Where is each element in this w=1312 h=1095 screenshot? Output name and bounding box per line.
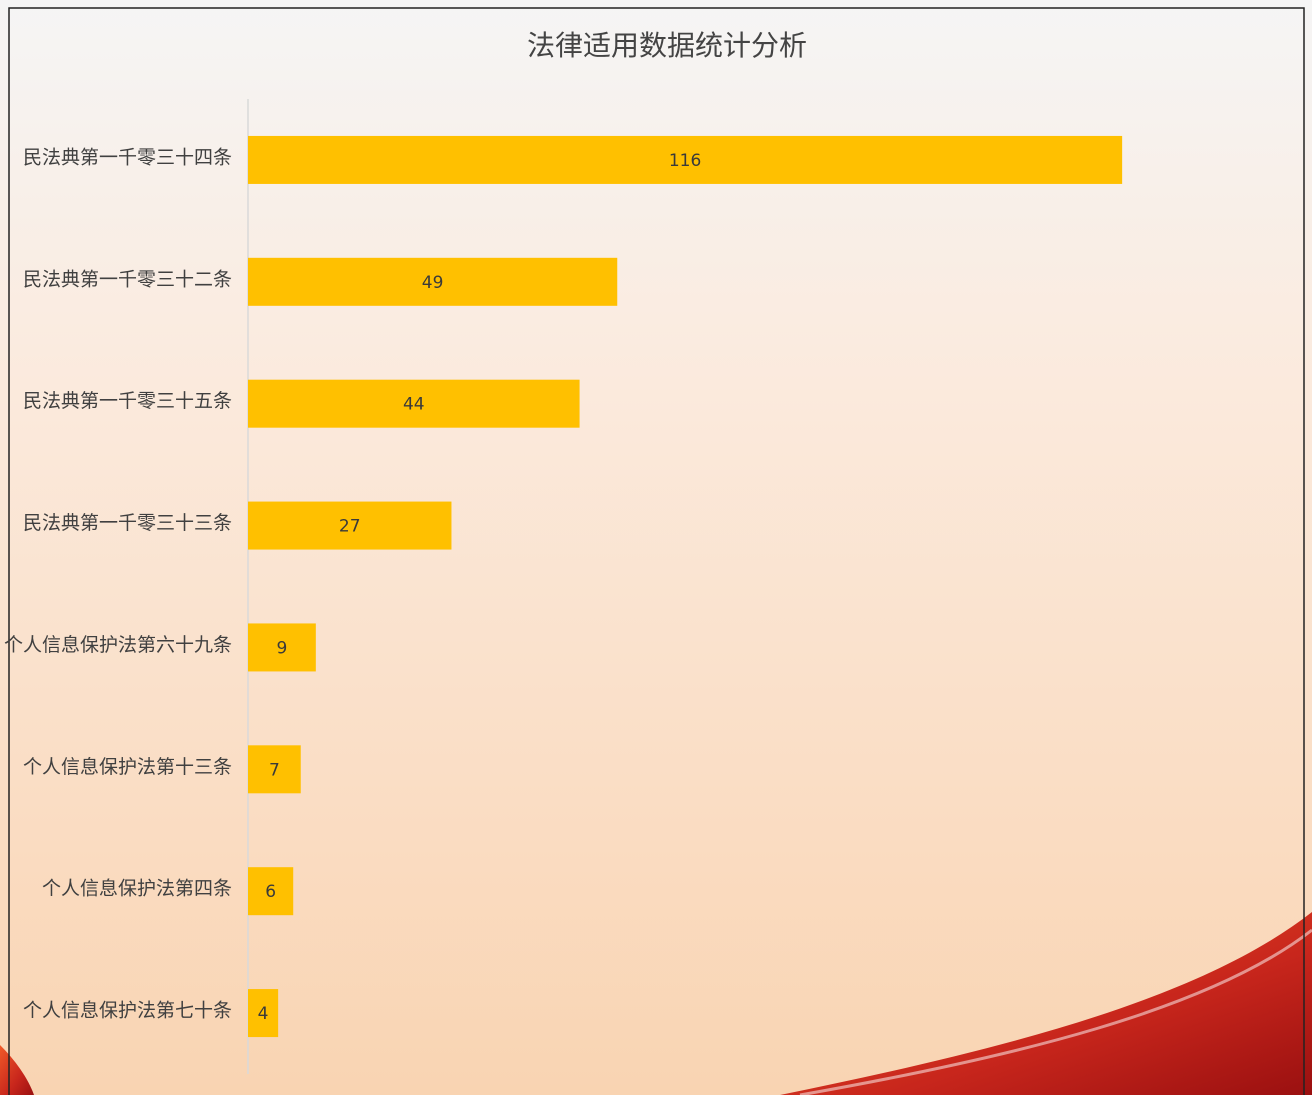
bar (248, 989, 279, 1038)
y-tick-label: 个人信息保护法第六十九条 (4, 634, 232, 656)
y-tick-label: 个人信息保护法第十三条 (23, 756, 232, 778)
frame (8, 7, 1305, 1095)
chart-title: 法律适用数据统计分析 (527, 29, 807, 62)
value-label: 4 (258, 1004, 269, 1024)
y-tick-label: 个人信息保护法第七十条 (23, 1000, 232, 1022)
y-tick-label: 民法典第一千零三十五条 (23, 390, 232, 412)
bar (248, 867, 294, 916)
bar (248, 135, 1123, 184)
bar (248, 257, 618, 306)
y-tick-label: 民法典第一千零三十三条 (23, 512, 232, 534)
value-label: 7 (269, 760, 280, 780)
swoosh (780, 912, 1312, 1095)
y-tick-label: 个人信息保护法第四条 (42, 878, 232, 900)
value-label: 27 (339, 517, 361, 537)
y-tick-label: 民法典第一千零三十四条 (23, 146, 232, 168)
value-label: 49 (422, 273, 444, 293)
swoosh-highlight (799, 928, 1312, 1095)
value-label: 44 (403, 395, 425, 415)
bar (248, 379, 580, 428)
value-label: 6 (265, 882, 276, 902)
y-tick-label: 民法典第一千零三十二条 (23, 268, 232, 290)
value-label: 116 (669, 151, 701, 171)
bar (248, 623, 316, 672)
bar (248, 745, 301, 794)
value-label: 9 (276, 638, 287, 658)
bar (248, 501, 452, 550)
